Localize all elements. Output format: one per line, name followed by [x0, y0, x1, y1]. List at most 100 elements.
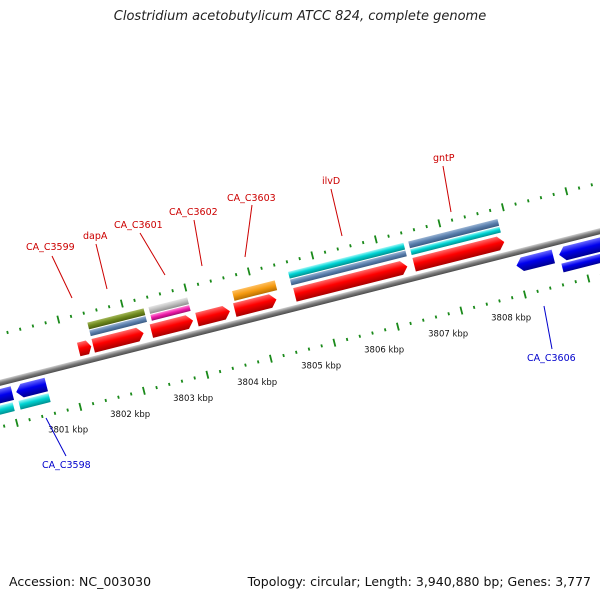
reverse-ruler-dot: [510, 296, 514, 300]
gene-feature-ilvD-steel[interactable]: [289, 250, 407, 286]
forward-ruler-dot: [285, 260, 289, 264]
reverse-ruler-dot: [231, 366, 235, 371]
reverse-ruler-dot: [447, 312, 450, 316]
reverse-ruler-dot: [129, 392, 133, 396]
reverse-ruler-dot: [168, 382, 171, 387]
reverse-ruler-dot: [282, 353, 285, 358]
ruler-tick-label: 3806 kbp: [364, 346, 404, 356]
forward-ruler-dot: [209, 279, 212, 283]
callout-line: [330, 188, 343, 237]
gene-label-ca-c3598[interactable]: CA_C3598: [42, 460, 91, 471]
forward-ruler-major-tick: [246, 267, 251, 276]
ruler-tick-label: 3803 kbp: [173, 394, 213, 404]
gene-arrow-ca-c3603[interactable]: [233, 293, 278, 317]
gene-feature-ca-c3598-cyan-b[interactable]: [0, 402, 15, 418]
gene-label-ilvD[interactable]: ilvD: [322, 176, 340, 187]
gene-label-ca-c3606[interactable]: CA_C3606: [527, 353, 576, 364]
forward-ruler-dot: [476, 212, 479, 216]
reverse-ruler-dot: [472, 305, 476, 310]
reverse-ruler-major-tick: [15, 418, 19, 427]
forward-ruler-major-tick: [183, 283, 188, 292]
ruler-tick-label: 3801 kbp: [48, 426, 88, 436]
gene-feature-gntP-cyan[interactable]: [410, 226, 501, 256]
gene-arrow-ca-c3606[interactable]: [515, 249, 556, 273]
gene-label-gntP[interactable]: gntP: [433, 153, 455, 164]
reverse-ruler-major-tick: [142, 386, 146, 395]
forward-ruler-dot: [6, 330, 9, 335]
forward-ruler-dot: [95, 308, 98, 312]
gene-feature-ca-c3598-cyan[interactable]: [18, 393, 51, 410]
gene-label-ca-c3599[interactable]: CA_C3599: [26, 242, 75, 253]
gene-feature-ca-c3603-orange[interactable]: [232, 280, 278, 301]
forward-ruler-dot: [323, 250, 327, 254]
forward-ruler-dot: [590, 183, 593, 187]
gene-label-dapA[interactable]: dapA: [83, 231, 108, 242]
callout-line: [139, 232, 166, 276]
forward-ruler-major-tick: [564, 187, 569, 196]
forward-ruler-dot: [260, 266, 263, 270]
reverse-ruler-dot: [2, 424, 6, 428]
gene-feature-ca-c3601-gray[interactable]: [148, 297, 189, 314]
gene-feature-dapA-steel[interactable]: [89, 316, 147, 337]
forward-ruler-dot: [69, 314, 73, 319]
gene-arrow-ca-c3598[interactable]: [14, 377, 48, 399]
forward-ruler-dot: [222, 276, 225, 280]
gene-label-ca-c3603[interactable]: CA_C3603: [227, 193, 276, 204]
gene-arrow-ca-c3606-b[interactable]: [557, 234, 600, 261]
gene-arrow-ca-c3602[interactable]: [195, 305, 231, 327]
forward-ruler-dot: [412, 228, 416, 232]
forward-ruler-dot: [196, 282, 200, 286]
gene-arrow-gntP[interactable]: [412, 235, 506, 272]
reverse-ruler-dot: [561, 283, 565, 287]
reverse-ruler-dot: [104, 398, 108, 403]
reverse-ruler-dot: [41, 414, 44, 419]
forward-ruler-dot: [298, 256, 301, 261]
gene-arrow-ca-c3599[interactable]: [76, 340, 93, 357]
callout-line: [543, 305, 553, 350]
genome-backbone: [0, 215, 600, 394]
forward-ruler-dot: [527, 199, 530, 203]
forward-ruler-dot: [171, 289, 174, 293]
forward-ruler-dot: [514, 202, 517, 206]
forward-ruler-dot: [552, 192, 555, 197]
reverse-ruler-dot: [117, 395, 120, 399]
callout-line: [95, 243, 108, 290]
forward-ruler-major-tick: [373, 235, 378, 244]
forward-ruler-dot: [349, 244, 352, 248]
ruler-tick-label: 3808 kbp: [491, 314, 531, 324]
forward-ruler-dot: [145, 295, 149, 299]
callout-line: [51, 255, 73, 299]
forward-ruler-major-tick: [437, 219, 442, 228]
reverse-ruler-dot: [358, 334, 362, 338]
reverse-ruler-dots: [2, 273, 600, 428]
gene-label-ca-c3602[interactable]: CA_C3602: [169, 207, 218, 218]
reverse-ruler-dot: [91, 401, 95, 406]
callout-line: [45, 417, 67, 457]
reverse-ruler-dot: [53, 411, 57, 415]
gene-label-ca-c3601[interactable]: CA_C3601: [114, 220, 163, 231]
accession-text: Accession: NC_003030: [9, 574, 152, 589]
reverse-ruler-dot: [434, 315, 438, 319]
forward-ruler-dot: [82, 311, 85, 315]
gene-feature-gntP-steel[interactable]: [408, 218, 500, 249]
gene-labels: CA_C3599 dapA CA_C3601 CA_C3602 CA_C3603…: [26, 153, 576, 471]
reverse-ruler-major-tick: [205, 370, 210, 379]
reverse-ruler-dot: [307, 347, 311, 351]
gene-feature-dapA-olive[interactable]: [87, 308, 146, 330]
reverse-ruler-dot: [28, 418, 31, 422]
forward-ruler-dot: [31, 324, 35, 328]
gene-arrow-dapA[interactable]: [91, 326, 145, 353]
forward-ruler-dots: [6, 183, 593, 335]
gene-arrow-ca-c3601[interactable]: [149, 314, 195, 338]
gene-feature-ilvD-cyan[interactable]: [288, 242, 406, 279]
forward-ruler-major-tick: [310, 251, 315, 260]
gene-feature-ca-c3606-blue[interactable]: [561, 249, 600, 273]
forward-ruler-dot: [336, 247, 339, 251]
gene-arrow-ca-c3598-b[interactable]: [0, 386, 15, 405]
callout-line: [244, 204, 253, 258]
forward-ruler-dot: [463, 215, 466, 219]
forward-ruler-dot: [450, 218, 454, 222]
gene-arrow-ilvD[interactable]: [293, 260, 409, 302]
gene-feature-ca-c3601-pink[interactable]: [150, 305, 191, 321]
